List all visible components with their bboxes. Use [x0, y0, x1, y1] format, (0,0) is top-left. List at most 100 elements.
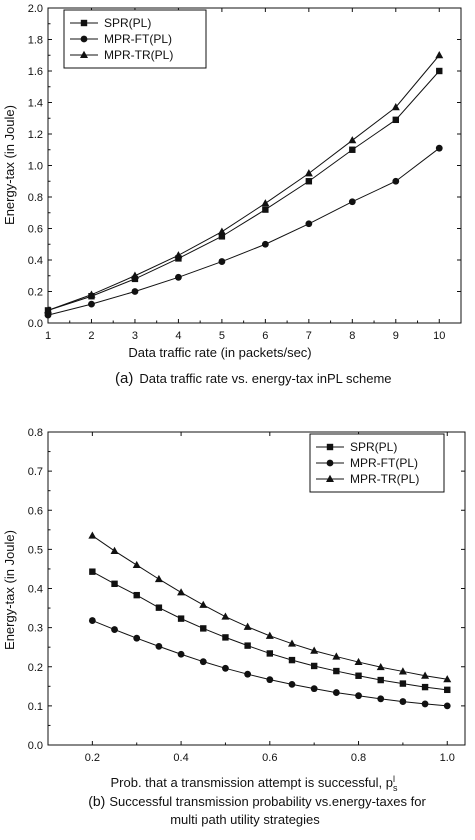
data-point-triangle [130, 271, 139, 279]
x-tick-label: 5 [219, 330, 225, 342]
data-point-circle [155, 643, 163, 650]
y-tick-label: 0.8 [28, 427, 43, 439]
data-point-triangle [287, 639, 296, 647]
legend-marker-triangle [80, 50, 88, 58]
data-point-triangle [221, 612, 230, 620]
data-point-triangle [354, 657, 363, 666]
data-point-square [175, 255, 182, 262]
data-point-square [377, 676, 384, 684]
data-point-square [392, 116, 399, 124]
y-tick-label: 0.0 [28, 318, 43, 330]
x-tick-label: 6 [262, 330, 268, 342]
data-point-triangle [88, 531, 97, 539]
data-point-triangle [174, 251, 183, 259]
series-line [47, 54, 440, 311]
y-axis-title: Energy-tax (in Joule) [2, 105, 17, 225]
data-point-triangle [132, 560, 141, 569]
y-tick-label: 0.4 [28, 255, 43, 267]
x-axis-title-text: Prob. that a transmission attempt is suc… [110, 775, 393, 790]
x-tick-label: 0.6 [262, 752, 277, 764]
data-point-circle [88, 617, 96, 624]
data-point-square [305, 178, 313, 185]
legend-marker-circle [80, 35, 88, 43]
caption-line-1: Successful transmission probability vs.e… [109, 794, 426, 809]
series-square [89, 568, 451, 694]
y-tick-label: 0.3 [28, 623, 43, 635]
data-point-triangle [398, 667, 407, 675]
x-tick-label: 1.0 [440, 752, 455, 764]
x-axis-title-sub: s [393, 783, 398, 793]
y-tick-label: 0.2 [28, 287, 43, 299]
y-tick-label: 0.7 [28, 466, 43, 478]
legend-label: MPR-FT(PL) [350, 456, 418, 470]
data-point-circle [88, 300, 95, 308]
y-tick-label: 0.6 [28, 224, 43, 236]
series-line [47, 70, 440, 311]
data-point-circle [332, 689, 340, 696]
data-point-square [244, 642, 251, 649]
data-point-circle [355, 692, 362, 700]
data-point-triangle [304, 169, 313, 177]
data-point-triangle [435, 51, 444, 59]
x-tick-label: 4 [175, 330, 181, 342]
data-point-triangle [110, 546, 119, 554]
series-circle [88, 617, 451, 710]
caption: (b) Successful transmission probability v… [88, 793, 426, 809]
y-tick-label: 0.4 [28, 584, 43, 596]
caption-line-2: multi path utility strategies [170, 812, 320, 827]
legend-label: SPR(PL) [350, 440, 397, 454]
series-line [92, 535, 448, 680]
series-circle [44, 144, 443, 319]
data-point-circle [244, 670, 252, 678]
x-axis-title-text: Data traffic rate (in packets/sec) [128, 345, 311, 360]
data-point-square [421, 683, 429, 691]
data-point-square [218, 233, 226, 240]
data-point-square [131, 275, 139, 283]
data-point-circle [348, 198, 356, 206]
x-tick-label: 0.2 [85, 752, 100, 764]
legend-label: MPR-TR(PL) [350, 472, 419, 486]
y-tick-label: 1.2 [28, 129, 43, 141]
chart-b: 0.0 0.1 0.2 0.3 0.4 0.5 0.6 0.7 0.8 0.2 0.4 0.6 0.8 1… [2, 427, 466, 827]
data-point-triangle [443, 675, 452, 683]
y-tick-label: 0.8 [28, 192, 43, 204]
caption: (a) Data traffic rate vs. energy-tax inPL… [115, 370, 392, 387]
series-square [44, 67, 443, 314]
y-tick-label: 1.8 [28, 35, 43, 47]
data-point-circle [133, 634, 141, 642]
legend-marker-triangle [326, 474, 334, 482]
y-axis-title: Energy-tax (in Joule) [2, 530, 17, 650]
data-point-triangle [421, 671, 430, 679]
y-tick-label: 0.5 [28, 544, 43, 556]
data-point-square [310, 662, 318, 670]
data-point-square [222, 634, 229, 641]
data-point-circle [435, 144, 443, 152]
data-point-circle [222, 664, 229, 672]
legend-marker-square [80, 19, 88, 27]
x-tick-label: 10 [433, 330, 445, 342]
data-point-square [133, 591, 140, 599]
data-point-square [89, 568, 96, 575]
data-point-square [111, 580, 118, 588]
y-tick-label: 2.0 [28, 3, 43, 15]
x-tick-label: 7 [306, 330, 312, 342]
legend-label: MPR-TR(PL) [104, 48, 173, 62]
data-point-triangle [217, 227, 226, 235]
data-point-circle [44, 311, 52, 319]
x-axis-title: Prob. that a transmission attempt is suc… [110, 774, 398, 793]
data-point-circle [377, 695, 385, 703]
y-tick-label: 1.0 [28, 161, 43, 173]
data-point-square [399, 680, 407, 687]
x-tick-label: 9 [393, 330, 399, 342]
data-point-circle [310, 685, 318, 693]
data-point-square [200, 625, 207, 632]
x-tick-label: 2 [88, 330, 94, 342]
y-tick-label: 0.0 [28, 740, 43, 752]
data-point-triangle [332, 652, 341, 660]
y-tick-label: 1.6 [28, 66, 43, 78]
data-point-square [155, 604, 163, 611]
data-point-triangle [177, 588, 186, 596]
x-tick-label: 1 [45, 330, 51, 342]
legend-marker-square [326, 443, 334, 451]
data-point-circle [392, 177, 400, 185]
